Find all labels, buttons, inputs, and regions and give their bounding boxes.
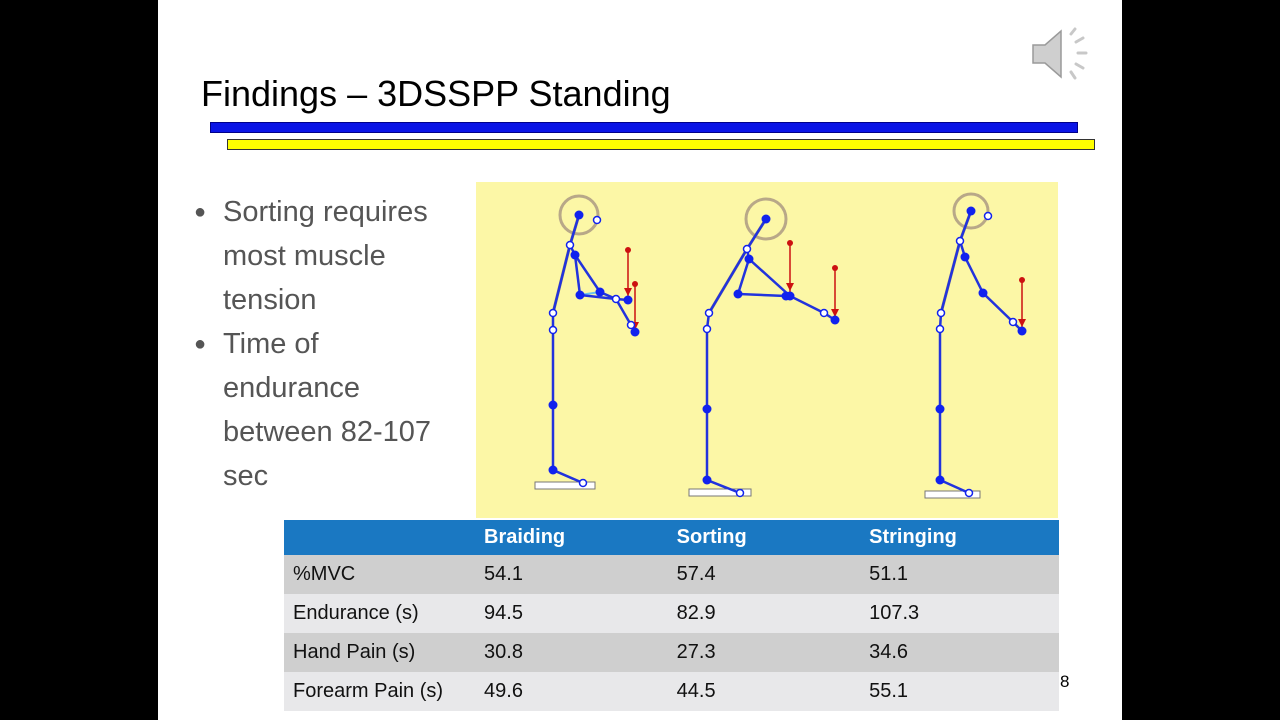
posture-figure-stringing [924, 192, 1027, 499]
table-cell: 30.8 [484, 633, 677, 672]
table-row: %MVC 54.1 57.4 51.1 [284, 555, 1059, 594]
table-cell: 82.9 [676, 594, 870, 633]
bullet-item: ● Sorting requires most muscle tension [194, 190, 454, 322]
table-cell: 57.4 [676, 555, 870, 594]
table-cell: %MVC [284, 555, 485, 594]
posture-figure-braiding [534, 194, 640, 490]
posture-figure-sorting [688, 197, 840, 498]
table-cell: 44.5 [676, 672, 870, 711]
table-cell: 94.5 [484, 594, 677, 633]
table-row: Endurance (s) 94.5 82.9 107.3 [284, 594, 1059, 633]
slide-number: 8 [1060, 672, 1070, 691]
bullet-dot-icon: ● [194, 201, 207, 223]
posture-figures [476, 182, 1058, 518]
table-cell: 27.3 [676, 633, 870, 672]
table-cell: Endurance (s) [284, 594, 485, 633]
table-row: Forearm Pain (s) 49.6 44.5 55.1 [284, 672, 1059, 711]
slide-title: Findings – 3DSSPP Standing [201, 73, 671, 114]
table-row: Hand Pain (s) 30.8 27.3 34.6 [284, 633, 1059, 672]
table-cell: 54.1 [484, 555, 677, 594]
table-cell: 107.3 [869, 594, 1059, 633]
bullet-item: ● Time of endurance between 82-107 sec [194, 322, 454, 498]
title-underline-blue [210, 122, 1078, 133]
speaker-icon[interactable] [1031, 24, 1093, 84]
table-header-cell: Stringing [869, 520, 1059, 555]
slide: Findings – 3DSSPP Standing ● Sorting requ… [158, 0, 1122, 720]
table-header-cell [284, 520, 485, 555]
table-cell: Hand Pain (s) [284, 633, 485, 672]
title-underline-yellow [227, 139, 1095, 150]
table-cell: 51.1 [869, 555, 1059, 594]
table-cell: Forearm Pain (s) [284, 672, 485, 711]
table-header-cell: Sorting [676, 520, 870, 555]
findings-table: Braiding Sorting Stringing %MVC 54.1 57.… [284, 520, 1059, 711]
table-cell: 34.6 [869, 633, 1059, 672]
table-cell: 49.6 [484, 672, 677, 711]
table-header-cell: Braiding [484, 520, 677, 555]
bullet-list: ● Sorting requires most muscle tension ● T… [194, 190, 454, 498]
table-header-row: Braiding Sorting Stringing [284, 520, 1059, 555]
bullet-dot-icon: ● [194, 333, 207, 355]
table-cell: 55.1 [869, 672, 1059, 711]
